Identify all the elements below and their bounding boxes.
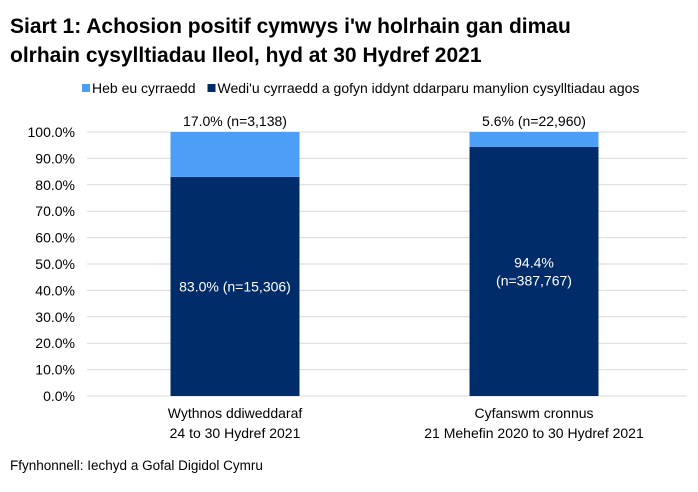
legend-swatch: [207, 84, 216, 92]
bar-segment: [170, 176, 300, 396]
bar-segment: [469, 132, 599, 147]
x-tick-label: 21 Mehefin 2020 to 30 Hydref 2021: [424, 425, 644, 441]
chart-source: Ffynhonnell: Iechyd a Gofal Digidol Cymr…: [10, 458, 263, 473]
bar-segment: [170, 132, 300, 177]
x-tick-label: Wythnos ddiweddaraf: [168, 405, 303, 421]
bar-segment: [469, 146, 599, 396]
chart-title-line-2: olrhain cysylltiadau lleol, hyd at 30 Hy…: [10, 44, 482, 67]
legend-label: Wedi'u cyrraedd a gofyn iddynt ddarparu …: [218, 80, 640, 96]
x-tick-label: 24 to 30 Hydref 2021: [170, 425, 301, 441]
data-label: 94.4%: [514, 254, 554, 270]
y-tick-label: 100.0%: [28, 124, 75, 140]
y-tick-label: 30.0%: [35, 309, 75, 325]
chart-title-line-1: Siart 1: Achosion positif cymwys i'w hol…: [10, 15, 571, 38]
data-label: 83.0% (n=15,306): [179, 278, 291, 294]
legend-swatch: [82, 84, 90, 92]
y-tick-label: 50.0%: [35, 256, 75, 272]
data-label: (n=387,767): [496, 272, 572, 288]
x-tick-label: Cyfanswm cronnus: [474, 405, 593, 421]
y-tick-label: 60.0%: [35, 230, 75, 246]
y-tick-label: 40.0%: [35, 282, 75, 298]
legend-label: Heb eu cyrraedd: [92, 80, 196, 96]
y-tick-label: 70.0%: [35, 203, 75, 219]
data-label: 17.0% (n=3,138): [183, 113, 287, 129]
data-label: 5.6% (n=22,960): [482, 113, 586, 129]
y-tick-label: 20.0%: [35, 335, 75, 351]
y-tick-label: 80.0%: [35, 177, 75, 193]
chart-title: Siart 1: Achosion positif cymwys i'w hol…: [10, 12, 571, 70]
y-tick-label: 10.0%: [35, 362, 75, 378]
y-tick-label: 0.0%: [43, 388, 75, 404]
y-tick-label: 90.0%: [35, 150, 75, 166]
